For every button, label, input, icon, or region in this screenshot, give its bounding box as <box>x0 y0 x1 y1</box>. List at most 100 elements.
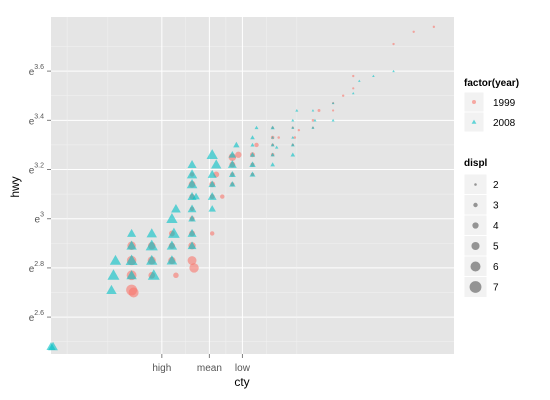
y-axis-title: hwy <box>8 176 22 197</box>
point-2008 <box>166 240 178 250</box>
y-tick-label: e3.6 <box>29 64 44 78</box>
point-2008 <box>166 255 178 265</box>
point-2008 <box>125 254 138 266</box>
point-1999 <box>341 94 345 97</box>
point-2008 <box>109 254 122 265</box>
legend-displ-item: 3 <box>463 194 499 216</box>
legend-year-item: 1999 <box>463 91 516 113</box>
point-2008 <box>48 341 58 351</box>
y-axis-ticks: e2.6 e2.8 e3 e3.2 e3.4 e3.6 <box>29 64 51 324</box>
point-2008 <box>146 254 158 265</box>
data-points <box>46 25 436 351</box>
y-tick-label: e3.4 <box>29 113 44 127</box>
legend-displ-label: 6 <box>493 262 499 273</box>
point-2008 <box>372 74 375 78</box>
point-2008 <box>270 162 275 167</box>
point-2008 <box>171 203 181 213</box>
point-2008 <box>146 228 157 238</box>
point-2008 <box>187 160 197 168</box>
point-2008 <box>206 149 218 159</box>
point-2008 <box>249 161 256 167</box>
legend-size-symbol <box>473 202 478 208</box>
point-2008 <box>187 204 197 213</box>
point-2008 <box>228 171 236 177</box>
point-2008 <box>207 169 217 178</box>
point-2008 <box>186 178 198 189</box>
point-1999 <box>293 136 297 139</box>
legend-year: factor(year) 1999 2008 <box>463 78 519 133</box>
point-2008 <box>250 142 255 147</box>
point-2008 <box>227 160 237 168</box>
point-1999 <box>235 151 242 158</box>
point-2008 <box>290 152 296 157</box>
point-2008 <box>207 192 217 200</box>
point-2008 <box>351 91 355 95</box>
point-1999 <box>311 119 315 122</box>
x-tick-label: high <box>152 363 171 374</box>
legend-displ-label: 2 <box>493 180 499 191</box>
point-1999 <box>189 263 199 273</box>
legend-displ-item: 5 <box>463 235 499 257</box>
legend-displ-title: displ <box>464 158 488 169</box>
point-2008 <box>254 125 259 130</box>
point-2008 <box>106 284 117 294</box>
legend-size-symbol <box>474 183 477 186</box>
point-1999 <box>317 109 321 112</box>
legend-year-title: factor(year) <box>464 78 519 89</box>
legend-displ-item: 4 <box>463 214 499 237</box>
point-2008 <box>208 205 216 212</box>
legend-circle-symbol <box>472 100 476 104</box>
point-2008 <box>188 214 196 222</box>
legend-displ-label: 5 <box>493 242 499 253</box>
point-2008 <box>168 227 180 238</box>
point-2008 <box>228 150 237 158</box>
point-1999 <box>332 109 335 112</box>
point-1999 <box>209 231 215 236</box>
legend-year-label: 1999 <box>493 98 516 109</box>
point-2008 <box>271 136 275 139</box>
legend-size-symbol <box>472 222 479 229</box>
point-2008 <box>229 181 236 187</box>
point-2008 <box>187 241 197 250</box>
point-2008 <box>126 240 137 250</box>
point-2008 <box>127 228 137 237</box>
point-2008 <box>291 118 295 122</box>
legend-size-symbol <box>471 241 480 251</box>
legend-size-symbol <box>470 261 481 272</box>
point-1999 <box>277 136 280 139</box>
legend-displ-label: 7 <box>493 283 499 294</box>
point-2008 <box>186 169 198 179</box>
point-2008 <box>311 109 315 112</box>
point-2008 <box>357 79 361 82</box>
legend-displ-item: 7 <box>463 276 499 298</box>
point-1999 <box>173 272 179 279</box>
point-2008 <box>211 159 222 169</box>
point-2008 <box>291 126 295 129</box>
point-1999 <box>392 42 395 46</box>
legend-displ-item: 6 <box>463 255 499 278</box>
legend-displ-item: 2 <box>463 173 499 196</box>
point-2008 <box>291 136 295 139</box>
point-2008 <box>331 101 335 105</box>
point-2008 <box>331 118 335 122</box>
point-2008 <box>145 239 158 251</box>
point-1999 <box>297 128 301 132</box>
point-2008 <box>233 141 240 148</box>
legend-year-label: 2008 <box>493 118 516 129</box>
point-1999 <box>254 142 259 148</box>
point-1999 <box>352 74 355 78</box>
point-1999 <box>128 287 139 298</box>
legend-triangle-symbol <box>471 119 477 124</box>
point-2008 <box>313 118 317 122</box>
point-2008 <box>166 213 178 223</box>
point-2008 <box>126 270 137 280</box>
legend-displ: displ 2 3 4 5 6 7 <box>463 158 499 298</box>
point-2008 <box>147 269 160 280</box>
point-2008 <box>250 135 255 140</box>
point-2008 <box>270 152 275 157</box>
point-1999 <box>187 256 197 265</box>
point-2008 <box>392 69 395 73</box>
x-axis-title: cty <box>234 375 249 389</box>
legend-size-symbol <box>469 281 482 293</box>
